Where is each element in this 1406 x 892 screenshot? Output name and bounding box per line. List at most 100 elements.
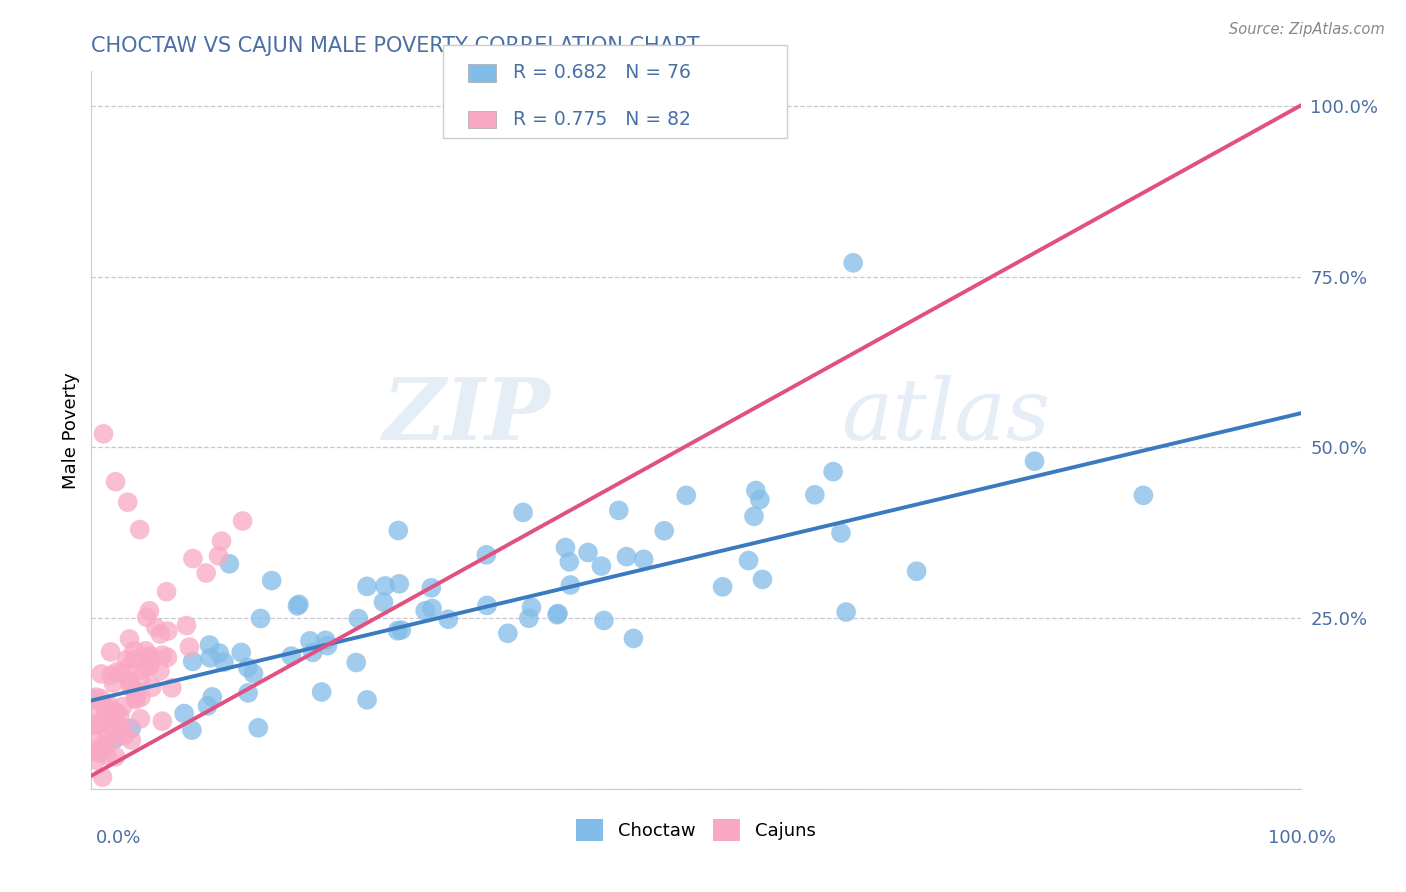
Point (152, 648, 174, 662)
Legend: Choctaw, Cajuns: Choctaw, Cajuns (569, 812, 823, 848)
Point (103, 732, 125, 747)
Point (198, 650, 221, 665)
Point (356, 579, 378, 593)
Point (128, 523, 150, 537)
Point (129, 673, 152, 688)
Point (232, 514, 254, 528)
Point (129, 690, 152, 705)
Point (86, 718, 108, 732)
Point (149, 627, 172, 641)
Point (111, 721, 134, 735)
Point (288, 597, 311, 611)
Point (249, 611, 271, 625)
Point (98, 714, 121, 728)
Point (201, 690, 224, 704)
Point (139, 657, 162, 672)
Point (98, 717, 121, 731)
Point (145, 620, 167, 634)
Point (247, 721, 270, 735)
Point (180, 723, 202, 738)
Point (156, 650, 179, 665)
Point (87, 746, 110, 760)
Point (195, 566, 218, 580)
Point (129, 712, 152, 726)
Point (124, 691, 146, 706)
Point (287, 599, 309, 613)
Point (315, 633, 337, 648)
Point (1132, 488, 1154, 502)
Point (745, 483, 768, 498)
Point (181, 551, 204, 566)
Point (560, 578, 582, 592)
Point (344, 656, 367, 670)
Point (212, 655, 235, 669)
Point (830, 525, 852, 540)
Point (118, 674, 141, 689)
Text: R = 0.682   N = 76: R = 0.682 N = 76 (513, 63, 692, 82)
Point (107, 665, 129, 679)
Point (208, 646, 231, 660)
Point (1024, 454, 1046, 468)
Point (93, 743, 115, 757)
Point (748, 492, 770, 507)
Point (547, 607, 569, 621)
Point (93, 698, 115, 713)
Point (96, 748, 118, 763)
Point (101, 704, 124, 718)
Point (751, 573, 773, 587)
Point (87, 746, 110, 760)
Point (236, 660, 259, 674)
Point (120, 722, 142, 736)
Point (96, 736, 118, 750)
Point (179, 640, 201, 654)
Point (104, 749, 127, 764)
Point (437, 612, 460, 626)
Point (108, 709, 131, 723)
Text: ZIP: ZIP (382, 375, 551, 458)
Point (120, 681, 142, 695)
Point (82, 692, 104, 706)
Point (118, 674, 141, 689)
Point (420, 601, 443, 615)
Point (94, 707, 117, 722)
Point (607, 503, 630, 517)
Point (218, 557, 240, 571)
Point (675, 488, 697, 502)
Point (132, 663, 155, 677)
Point (356, 693, 378, 707)
Point (155, 584, 177, 599)
Point (298, 633, 321, 648)
Point (347, 612, 370, 626)
Point (111, 699, 134, 714)
Point (100, 668, 122, 682)
Point (231, 645, 253, 659)
Point (173, 706, 195, 721)
Point (905, 564, 928, 578)
Text: Source: ZipAtlas.com: Source: ZipAtlas.com (1229, 22, 1385, 37)
Point (89, 717, 111, 731)
Point (711, 580, 734, 594)
Point (141, 680, 163, 694)
Point (742, 509, 765, 524)
Point (100, 645, 122, 659)
Point (135, 644, 157, 658)
Point (104, 475, 127, 489)
Point (90, 666, 112, 681)
Text: R = 0.775   N = 82: R = 0.775 N = 82 (513, 110, 692, 129)
Point (554, 541, 576, 555)
Point (93, 426, 115, 441)
Point (125, 692, 148, 706)
Point (97, 698, 120, 713)
Point (89, 740, 111, 755)
Point (108, 729, 131, 743)
Point (512, 505, 534, 519)
Point (387, 524, 409, 538)
Point (97, 713, 120, 727)
Point (84, 753, 107, 767)
Point (156, 624, 179, 639)
Point (804, 488, 827, 502)
Point (97, 712, 120, 726)
Point (120, 657, 142, 671)
Point (389, 623, 412, 637)
Point (420, 581, 443, 595)
